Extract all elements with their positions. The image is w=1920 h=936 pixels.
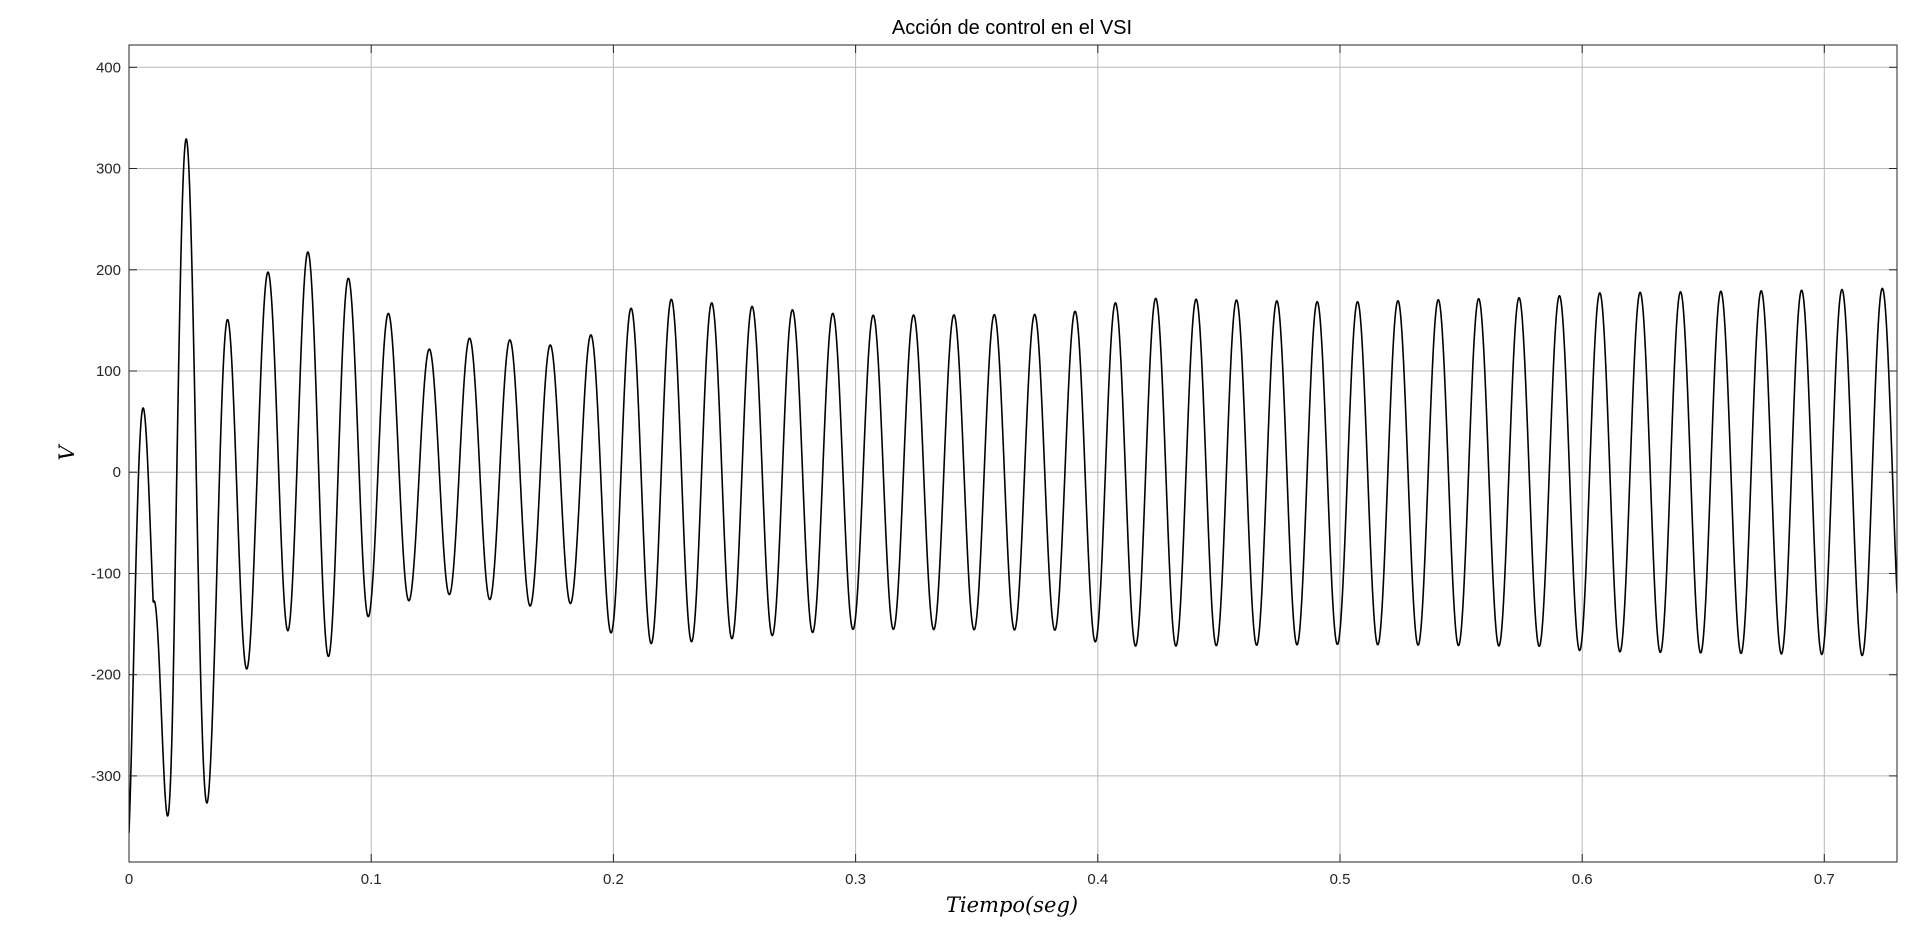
y-tick-label: -200 <box>91 667 121 684</box>
y-tick-label: 0 <box>113 464 121 481</box>
x-tick-label: 0.7 <box>1814 871 1835 888</box>
plot-area <box>129 138 1897 833</box>
x-tick-label: 0.3 <box>845 871 866 888</box>
axes-frame <box>128 44 1898 863</box>
x-axis: 0 0.1 0.2 0.3 0.4 0.5 0.6 0.7 <box>125 45 1835 888</box>
x-axis-label: Tiempo(seg) <box>946 893 1078 917</box>
y-tick-label: 200 <box>96 262 121 279</box>
y-axis-label: V <box>55 444 79 461</box>
x-tick-label: 0.1 <box>361 871 382 888</box>
y-tick-label: -300 <box>91 768 121 785</box>
y-tick-label: -100 <box>91 566 121 583</box>
x-tick-label: 0 <box>125 871 133 888</box>
x-tick-label: 0.2 <box>603 871 624 888</box>
y-tick-label: 300 <box>96 161 121 178</box>
y-axis: -300 -200 -100 0 100 200 300 400 <box>91 59 1897 785</box>
grid <box>128 45 1897 862</box>
x-tick-label: 0.5 <box>1330 871 1351 888</box>
x-tick-label: 0.4 <box>1087 871 1108 888</box>
y-tick-label: 100 <box>96 363 121 380</box>
series-line <box>129 138 1897 833</box>
chart-title: Acción de control en el VSI <box>892 17 1132 39</box>
y-tick-label: 400 <box>96 59 121 76</box>
x-tick-label: 0.6 <box>1572 871 1593 888</box>
plot-frame <box>128 44 1898 863</box>
